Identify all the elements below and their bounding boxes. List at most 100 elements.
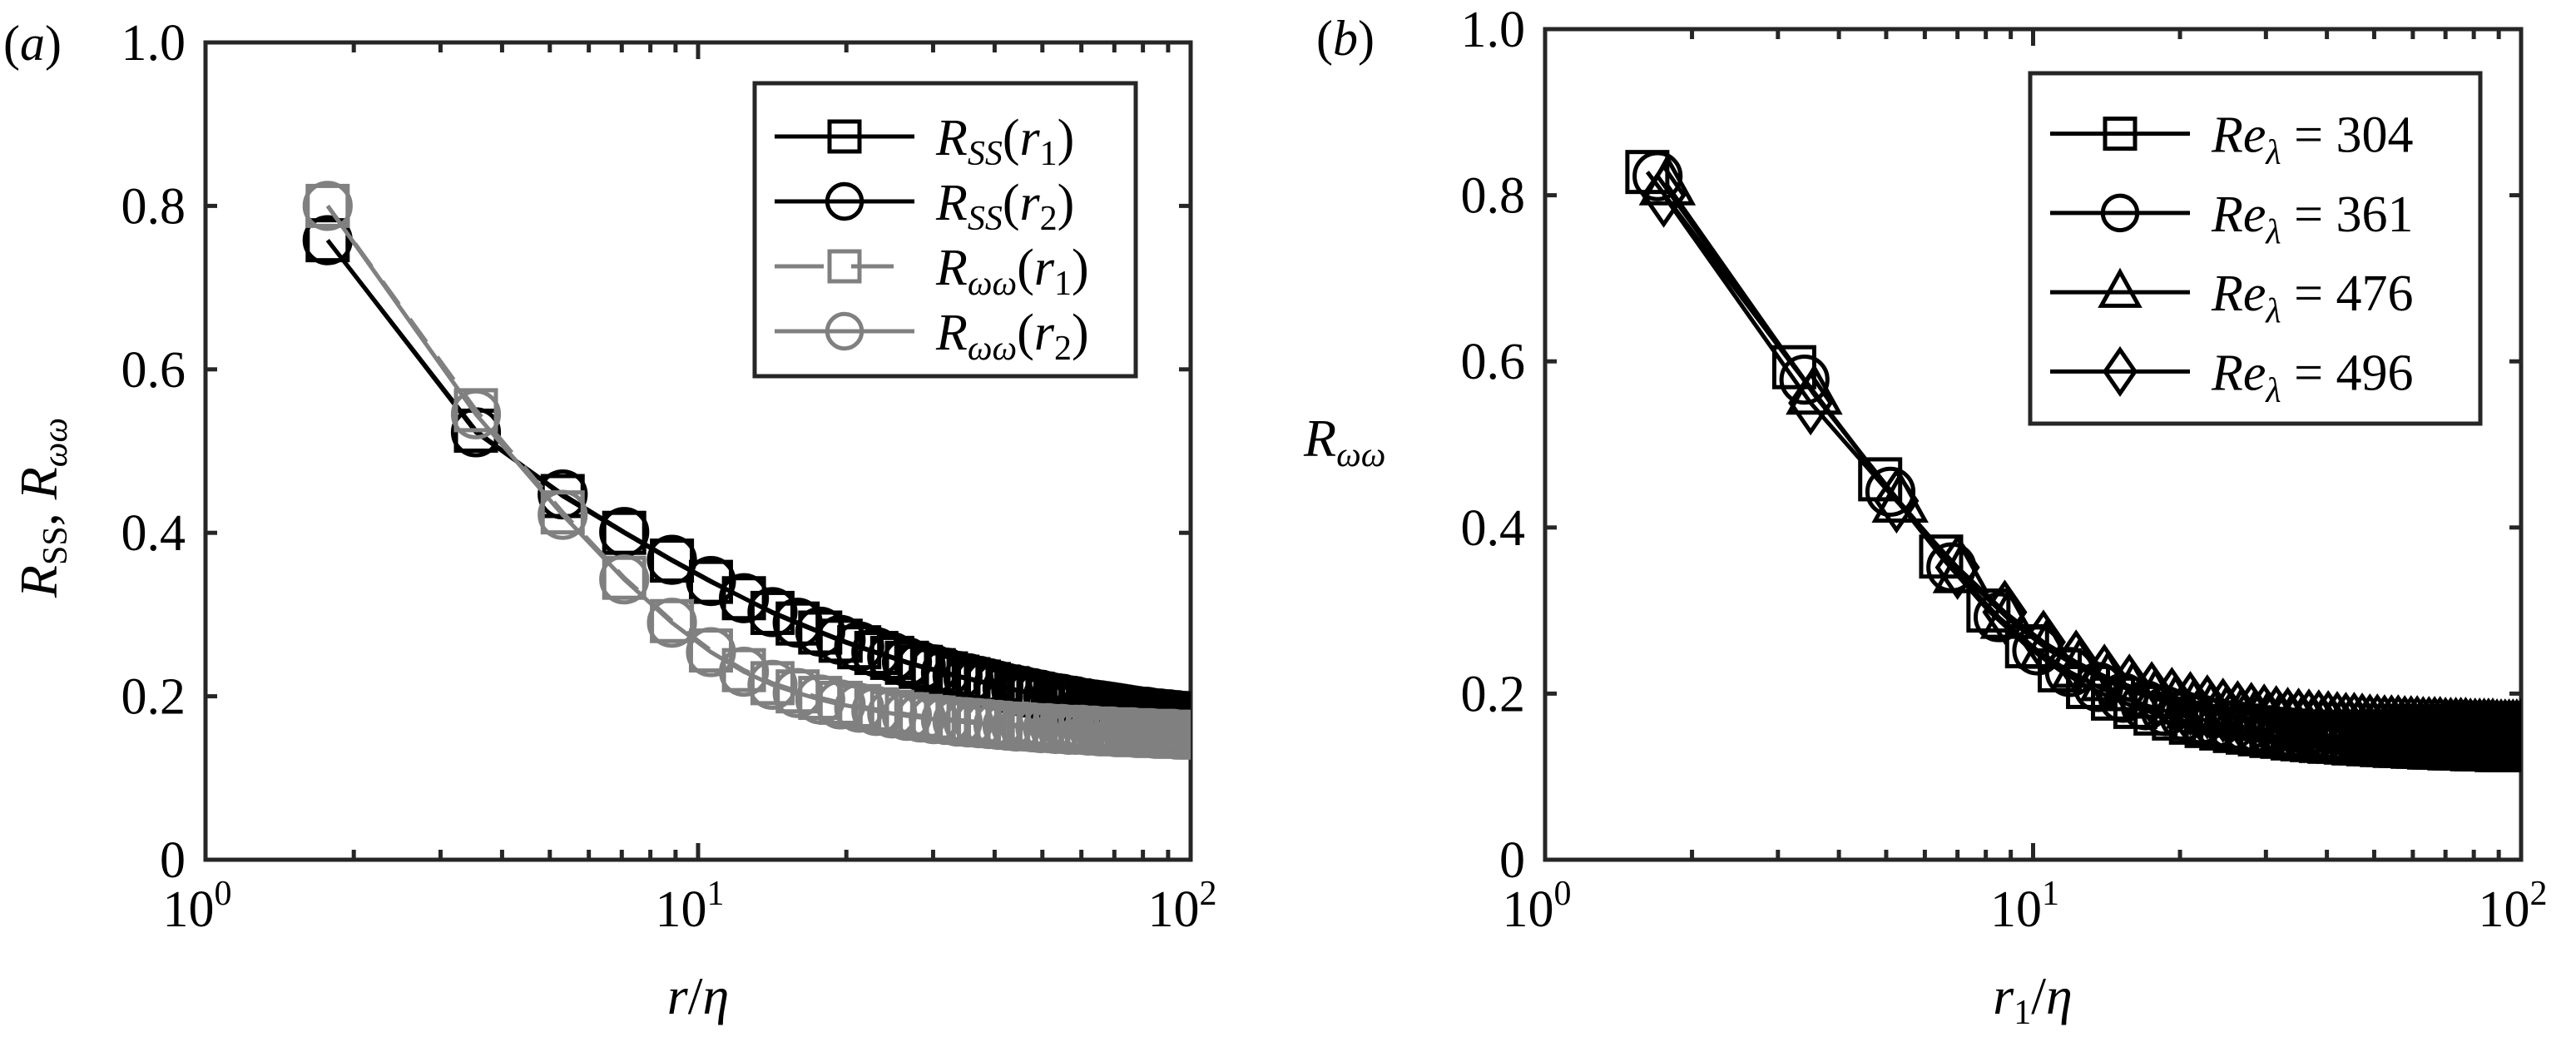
x-tick-label: 101 bbox=[1990, 875, 2059, 938]
legend-box bbox=[752, 81, 1138, 379]
data-point-marker bbox=[1865, 466, 1916, 517]
y-tick-label: 0.2 bbox=[121, 669, 186, 726]
data-point-marker bbox=[2082, 643, 2128, 709]
y-tick-label: 0.4 bbox=[121, 505, 186, 562]
y-tick-label: 0 bbox=[1499, 832, 1525, 889]
data-point-marker bbox=[646, 534, 697, 585]
x-tick-label: 102 bbox=[1148, 875, 1217, 938]
panel-b: (b) Rωω r1/η 0 0.2 0.4 0.6 0.8 1.0 100 101 102 R… bbox=[1303, 2, 2548, 1032]
data-point-marker bbox=[718, 573, 770, 623]
panel-b-legend: Reλ = 304 Reλ = 361 Reλ = 476 Reλ = 496 bbox=[2028, 71, 2483, 426]
data-point-marker bbox=[2486, 698, 2521, 764]
data-point-marker bbox=[2474, 698, 2520, 764]
panel-a-x-axis-label: r/η bbox=[667, 966, 729, 1025]
y-tick-label: 0.6 bbox=[121, 342, 186, 399]
data-point-marker bbox=[1632, 151, 1683, 201]
panel-a-legend: RSS(r1)RSS(r2)Rωω(r1)Rωω(r2) bbox=[752, 81, 1138, 379]
data-point-marker bbox=[747, 587, 798, 638]
data-point-marker bbox=[718, 647, 770, 697]
data-point-marker bbox=[1788, 370, 1834, 436]
data-point-marker bbox=[2200, 677, 2246, 743]
panel-a-y-axis-label: RSS, Rωω bbox=[9, 418, 75, 598]
data-point-marker bbox=[305, 183, 350, 228]
data-point-marker bbox=[775, 601, 820, 646]
panel-a-label: (a) bbox=[3, 16, 62, 71]
data-point-marker bbox=[1163, 709, 1191, 760]
x-tick-label: 100 bbox=[163, 875, 232, 938]
legend-item: Reλ = 476 bbox=[2050, 265, 2414, 330]
data-point-marker bbox=[2253, 685, 2299, 751]
data-point-marker bbox=[815, 679, 866, 730]
series-circle-3 bbox=[302, 181, 1191, 760]
legend-marker-square-icon bbox=[2103, 117, 2138, 151]
data-point-marker bbox=[2478, 698, 2521, 764]
y-tick-label: 1.0 bbox=[1461, 2, 1526, 58]
data-point-marker bbox=[1641, 162, 1687, 228]
data-point-marker bbox=[1919, 534, 1964, 579]
legend-item: RSS(r2) bbox=[775, 175, 1074, 238]
data-point-marker bbox=[2498, 698, 2521, 764]
data-point-marker bbox=[1982, 579, 2028, 645]
data-point-marker bbox=[686, 556, 736, 607]
panel-b-label: (b) bbox=[1316, 11, 1375, 66]
panel-b-x-axis-label: r1/η bbox=[1993, 966, 2072, 1032]
legend-item: RSS(r1) bbox=[775, 110, 1074, 173]
data-point-marker bbox=[646, 598, 697, 648]
panel-a: (a) RSS, Rωω r/η 0 0.2 0.4 0.6 0.8 1.0 100 101 1… bbox=[3, 15, 1217, 1025]
legend-label: RSS(r1) bbox=[935, 110, 1074, 173]
x-tick-label: 101 bbox=[656, 875, 725, 938]
legend-item: Reλ = 304 bbox=[2050, 107, 2414, 172]
data-point-marker bbox=[2482, 698, 2521, 764]
data-point-marker bbox=[1779, 355, 1830, 405]
panel-b-axes: 0 0.2 0.4 0.6 0.8 1.0 100 101 102 bbox=[1461, 2, 2548, 938]
x-tick-label: 100 bbox=[1503, 875, 1572, 938]
data-point-marker bbox=[537, 489, 588, 540]
data-point-marker bbox=[450, 389, 502, 439]
legend-item: Rωω(r2) bbox=[775, 305, 1089, 368]
data-point-marker bbox=[599, 554, 650, 605]
data-point-marker bbox=[1934, 534, 1980, 600]
data-point-marker bbox=[750, 590, 795, 635]
legend-item: Reλ = 496 bbox=[2050, 345, 2414, 409]
legend-label: Rωω(r2) bbox=[935, 305, 1089, 368]
legend-label: Reλ = 361 bbox=[2211, 186, 2414, 251]
panel-b-plot-area bbox=[1625, 150, 2521, 772]
legend-label: Rωω(r1) bbox=[935, 240, 1089, 303]
panel-a-plot-area bbox=[302, 181, 1191, 760]
data-point-marker bbox=[2149, 667, 2195, 732]
legend-label: Reλ = 304 bbox=[2211, 107, 2414, 172]
data-point-marker bbox=[2494, 698, 2521, 764]
legend-label: Reλ = 496 bbox=[2211, 345, 2414, 409]
legend-marker-square-icon bbox=[827, 119, 862, 154]
panel-b-y-axis-label: Rωω bbox=[1303, 409, 1385, 474]
x-tick-label: 102 bbox=[2479, 875, 2548, 938]
legend-item: Reλ = 361 bbox=[2050, 186, 2414, 251]
data-point-marker bbox=[2286, 688, 2332, 754]
y-tick-label: 0 bbox=[160, 832, 186, 889]
y-tick-label: 0.2 bbox=[1461, 666, 1526, 722]
data-point-marker bbox=[1874, 468, 1920, 534]
data-point-marker bbox=[747, 659, 798, 710]
legend-marker-triangle-icon bbox=[2098, 267, 2143, 308]
data-point-marker bbox=[2020, 609, 2066, 675]
data-point-marker bbox=[2265, 687, 2311, 752]
data-point-marker bbox=[2395, 695, 2440, 761]
legend-item: Rωω(r1) bbox=[775, 240, 1089, 303]
data-point-marker bbox=[688, 559, 733, 604]
data-point-marker bbox=[302, 181, 353, 231]
y-tick-label: 0.6 bbox=[1461, 334, 1526, 390]
y-tick-label: 0.8 bbox=[1461, 168, 1526, 225]
data-point-marker bbox=[881, 691, 933, 742]
y-tick-label: 0.8 bbox=[121, 178, 186, 235]
data-point-marker bbox=[2167, 671, 2213, 737]
legend-label: RSS(r2) bbox=[935, 175, 1074, 238]
series-diamond-3 bbox=[1641, 162, 2521, 764]
legend-box bbox=[2028, 71, 2483, 426]
data-point-marker bbox=[2339, 692, 2385, 758]
data-point-marker bbox=[2490, 698, 2521, 764]
y-tick-label: 1.0 bbox=[121, 15, 186, 72]
panel-a-axes: 0 0.2 0.4 0.6 0.8 1.0 100 101 102 bbox=[121, 15, 1217, 938]
legend-label: Reλ = 476 bbox=[2211, 265, 2414, 330]
data-point-marker bbox=[305, 218, 350, 263]
legend-marker-square-icon bbox=[827, 249, 862, 284]
